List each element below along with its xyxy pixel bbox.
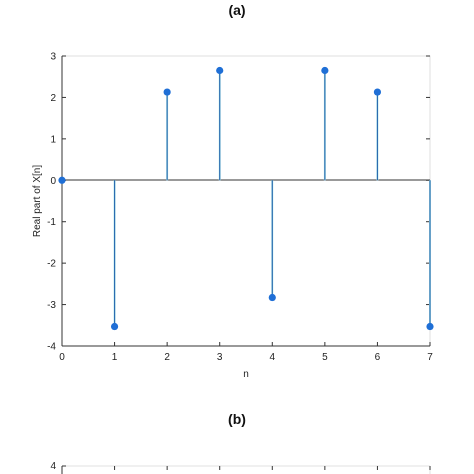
panel-b-title: (b) [228, 411, 246, 427]
stem-marker [58, 176, 66, 184]
stem-marker [216, 66, 224, 75]
x-ticks: 0 1 2 3 4 5 6 7 [59, 342, 433, 363]
y-tick-label: -3 [47, 300, 56, 311]
y-tick-label: -1 [47, 217, 56, 228]
stem-marker [110, 322, 119, 331]
x-axis-label: n [243, 369, 249, 380]
y-tick-label: -2 [47, 259, 56, 270]
x-tick-label: 0 [59, 352, 65, 363]
stem-marker [163, 88, 171, 96]
y-axis-label: Real part of X[n] [32, 165, 43, 237]
x-tick-label: 4 [270, 352, 276, 363]
y-ticks: 3 2 1 0 -1 -2 -3 -4 [47, 52, 430, 353]
stem-marker [426, 322, 434, 331]
stem-marker [268, 293, 276, 302]
panel-b: 4 [50, 461, 431, 474]
plot-area-frame [61, 55, 431, 347]
y-tick-label: 1 [50, 134, 56, 145]
y-tick-label: 3 [50, 52, 56, 63]
y-tick-label: 2 [50, 93, 56, 104]
x-tick-label: 2 [164, 352, 170, 363]
stem-marker [373, 88, 382, 96]
x-tick-label: 6 [375, 352, 381, 363]
stem-marker [321, 66, 329, 75]
x-tick-label: 7 [427, 352, 433, 363]
stems [58, 66, 434, 331]
y-tick-label: -4 [47, 342, 56, 353]
x-tick-label: 1 [112, 352, 118, 363]
panel-b-y-tick-label: 4 [50, 461, 56, 472]
x-tick-label: 5 [322, 352, 328, 363]
y-tick-label: 0 [50, 176, 56, 187]
panel-b-top-ticks [61, 466, 431, 470]
panel-a-title: (a) [228, 2, 245, 18]
x-tick-label: 3 [217, 352, 223, 363]
